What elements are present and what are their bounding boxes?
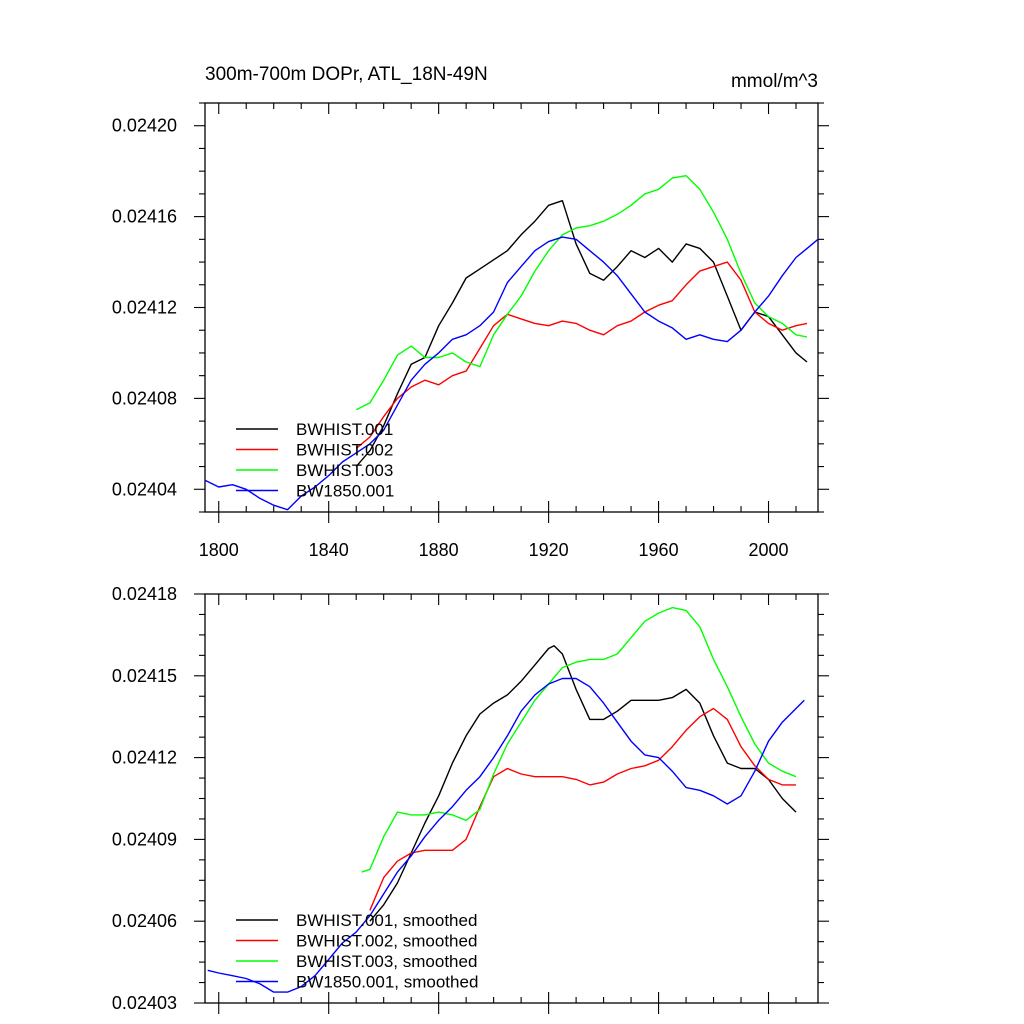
x-tick-label: 1800 [199, 540, 239, 560]
legend-label: BWHIST.001 [296, 420, 393, 439]
y-tick-label: 0.02416 [112, 207, 177, 227]
series-line-bwhist-002-smoothed [369, 707, 796, 911]
series-line-bwhist-002 [355, 261, 808, 449]
y-tick-label: 0.02403 [112, 993, 177, 1013]
legend-label: BWHIST.002, smoothed [296, 932, 477, 951]
series-line-bwhist-001 [355, 199, 808, 468]
y-tick-label: 0.02412 [112, 748, 177, 768]
x-tick-label: 1960 [639, 540, 679, 560]
legend-label: BWHIST.002 [296, 441, 393, 460]
legend-label: BWHIST.003, smoothed [296, 952, 477, 971]
y-tick-label: 0.02420 [112, 116, 177, 136]
y-tick-label: 0.02412 [112, 298, 177, 318]
y-tick-label: 0.02409 [112, 829, 177, 849]
x-tick-label: 1880 [419, 540, 459, 560]
y-tick-label: 0.02404 [112, 479, 177, 499]
series-line-bw1850-001-smoothed [207, 677, 805, 993]
y-tick-label: 0.02406 [112, 911, 177, 931]
series-line-bwhist-003 [355, 174, 808, 411]
y-tick-label: 0.02408 [112, 388, 177, 408]
series-line-bw1850-001 [204, 236, 819, 511]
x-tick-label: 2000 [748, 540, 788, 560]
y-tick-label: 0.02415 [112, 666, 177, 686]
legend-label: BW1850.001 [296, 482, 394, 501]
legend-label: BW1850.001, smoothed [296, 973, 478, 992]
legend-label: BWHIST.001, smoothed [296, 911, 477, 930]
top-panel: 1800 1840 1880 1920 1960 2000 0.02404 0.02408 0.… [112, 64, 829, 560]
series-line-bwhist-003-smoothed [361, 606, 797, 873]
chart-title: 300m-700m DOPr, ATL_18N-49N [205, 64, 488, 85]
chart-units: mmol/m^3 [731, 71, 818, 92]
y-tick-label: 0.02418 [112, 584, 177, 604]
bottom-panel: 0.02403 0.02406 0.02409 0.02412 0.02415 0.024… [112, 584, 829, 1014]
x-tick-label: 1920 [529, 540, 569, 560]
series-line-bwhist-001-smoothed [369, 645, 797, 922]
legend-label: BWHIST.003 [296, 461, 393, 480]
x-tick-label: 1840 [309, 540, 349, 560]
